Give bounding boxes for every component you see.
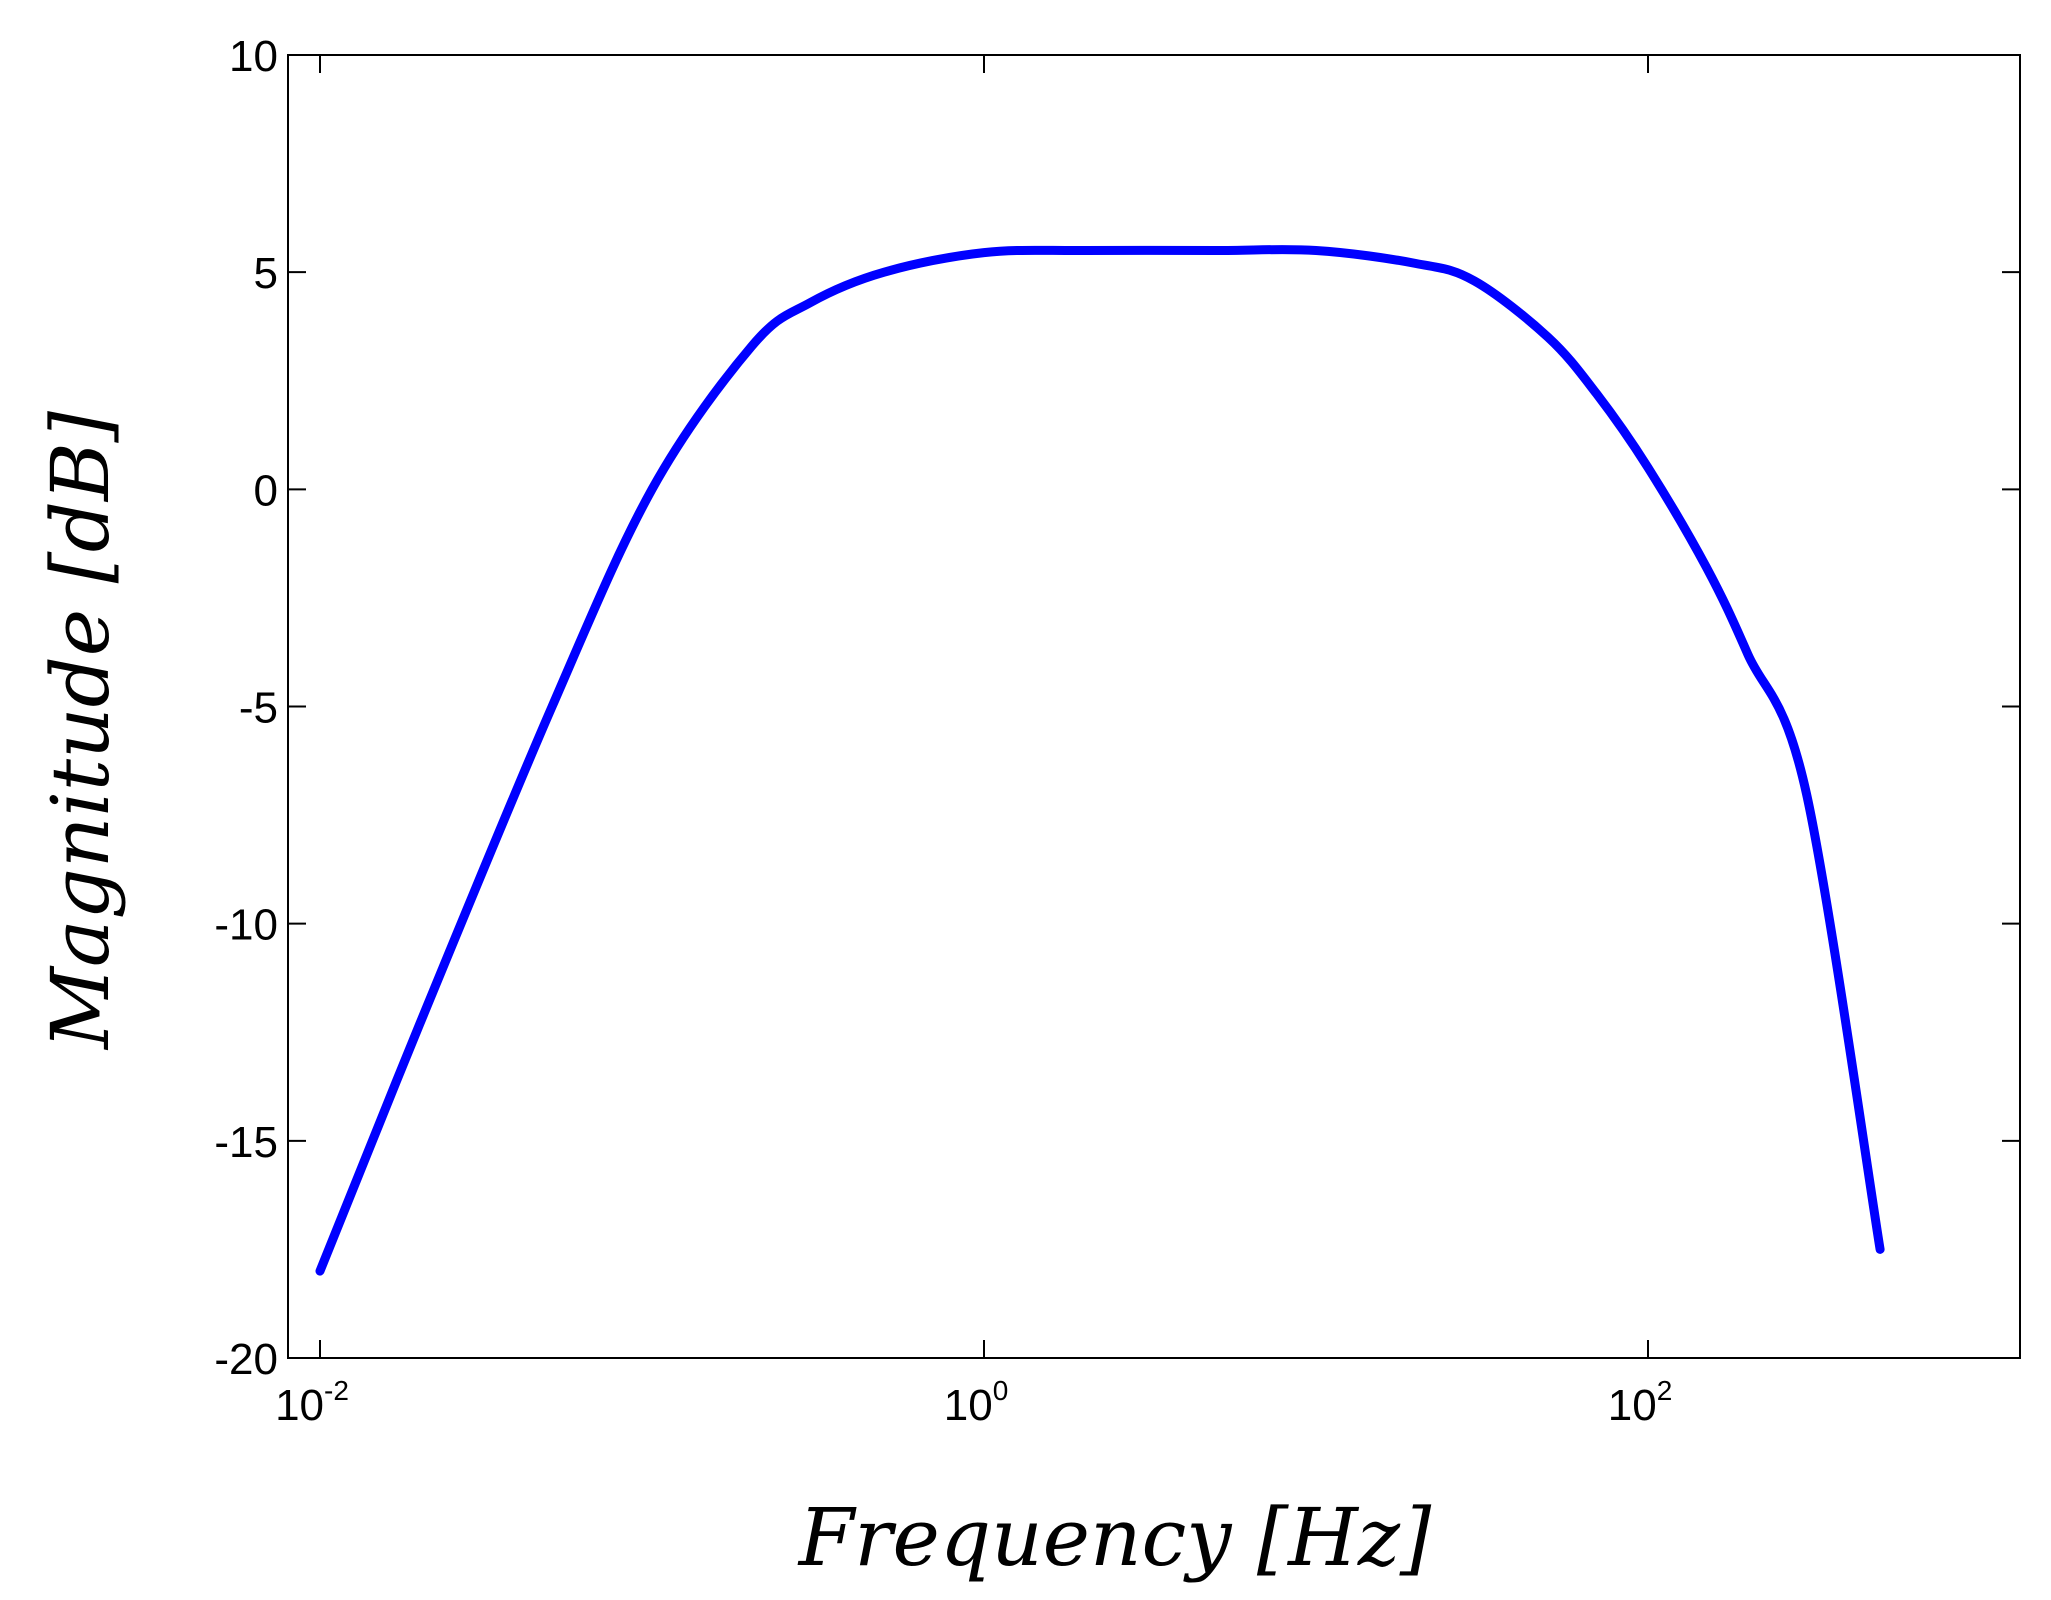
- y-tick-label: -15: [214, 1118, 278, 1167]
- y-tick-label: 5: [254, 249, 278, 298]
- series-line: [315, 245, 1885, 1276]
- x-tick-label: 100: [944, 1375, 1009, 1430]
- y-tick-label: -20: [214, 1335, 278, 1384]
- axis-ticks: [288, 54, 2020, 1359]
- x-tick-label: 102: [1608, 1375, 1673, 1430]
- y-tick-label: -5: [239, 684, 278, 733]
- series-lines: [315, 245, 1885, 1276]
- y-tick-label: -10: [214, 901, 278, 950]
- x-tick-label: 10-2: [275, 1375, 349, 1430]
- y-axis-title: Magnitude [dB]: [34, 410, 127, 1051]
- y-tick-label: 10: [229, 32, 278, 81]
- y-tick-label: 0: [254, 466, 278, 515]
- x-axis-title: Frequency [Hz]: [797, 1491, 1432, 1584]
